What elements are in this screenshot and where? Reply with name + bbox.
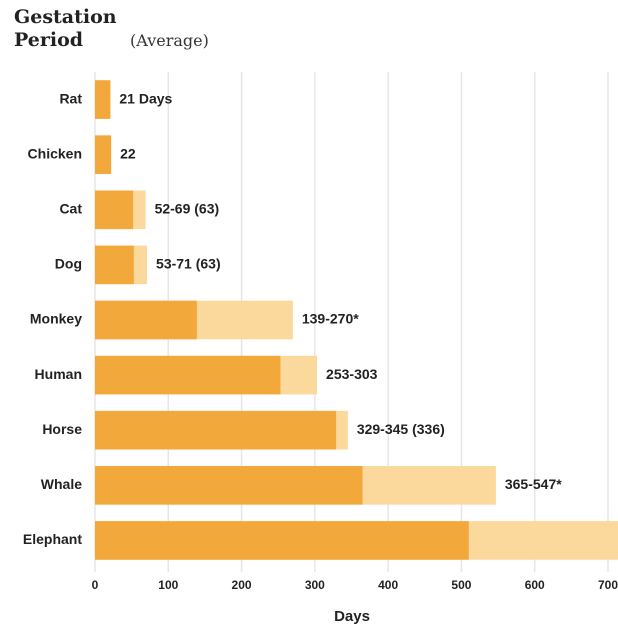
range-bar-low <box>95 190 134 230</box>
range-bar-low <box>95 245 134 285</box>
range-bar-low <box>95 80 111 119</box>
range-bar-low <box>95 135 112 174</box>
x-tick-label: 400 <box>378 578 398 592</box>
x-tick-label: 600 <box>525 578 545 592</box>
value-label: 329-345 (336) <box>357 421 445 437</box>
y-tick-label: Whale <box>41 476 82 492</box>
plot: 21 Days 22 52-69 (63) 53-71 (63) 139-270* 253… <box>94 72 618 572</box>
y-tick-label: Cat <box>59 200 82 216</box>
x-tick-label: 700 <box>598 578 618 592</box>
value-label: 365-547* <box>505 476 562 492</box>
y-tick-label: Monkey <box>30 311 82 327</box>
x-axis-label: Days <box>334 608 370 625</box>
y-tick-label: Chicken <box>28 145 82 161</box>
x-tick-label: 100 <box>158 578 178 592</box>
range-bar-low <box>95 410 337 450</box>
value-label: 21 Days <box>119 90 172 106</box>
y-tick-label: Elephant <box>23 531 82 547</box>
range-bar-low <box>95 466 363 505</box>
range-bar-low <box>95 355 281 395</box>
x-tick-label: 300 <box>305 578 325 592</box>
x-tick-label: 500 <box>451 578 471 592</box>
value-label: 139-270* <box>302 311 359 327</box>
chart-title: Gestation Period <box>14 6 117 51</box>
value-label: 22 <box>120 145 136 161</box>
value-label: 53-71 (63) <box>156 256 221 272</box>
x-tick-label: 0 <box>92 578 99 592</box>
y-tick-label: Rat <box>59 90 82 106</box>
value-label: 253-303 <box>326 366 378 382</box>
y-tick-label: Horse <box>42 421 82 437</box>
y-tick-label: Dog <box>55 256 82 272</box>
value-label: 52-69 (63) <box>155 200 220 216</box>
y-tick-label: Human <box>35 366 82 382</box>
heading: Gestation Period (Average) <box>14 6 209 52</box>
x-tick-label: 200 <box>232 578 252 592</box>
range-bar-low <box>95 521 469 560</box>
chart-subtitle: (Average) <box>130 31 209 50</box>
range-bar-low <box>95 300 197 340</box>
